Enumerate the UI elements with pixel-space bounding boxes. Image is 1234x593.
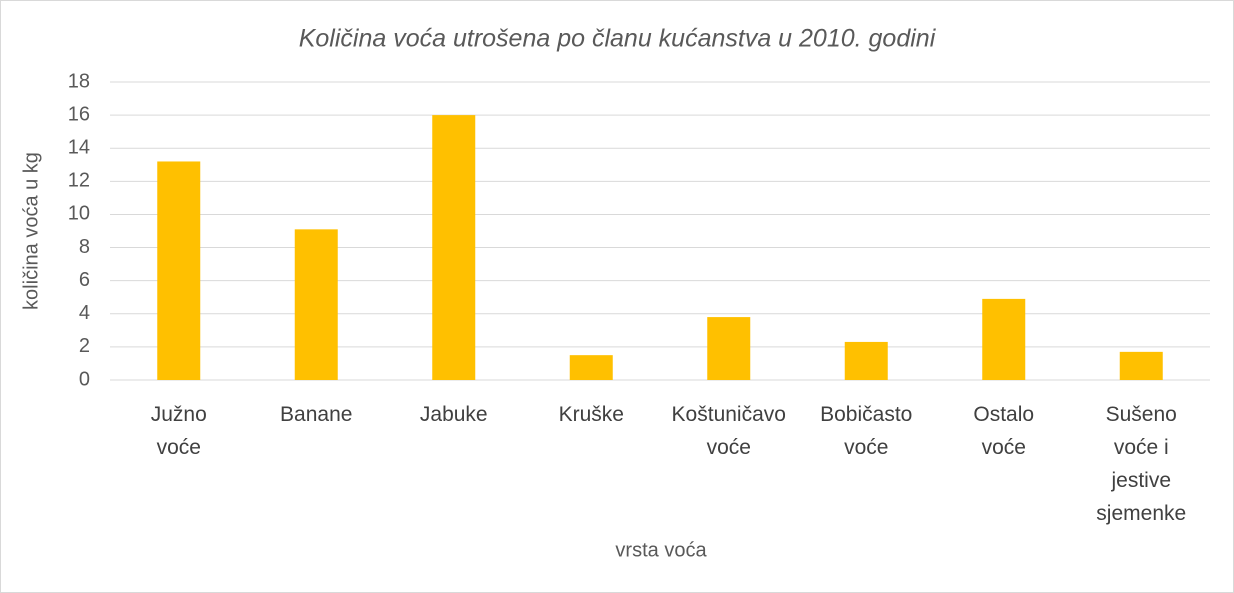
x-tick-label-box: Bobičasto voće <box>813 398 919 464</box>
x-tick-label-box: Kruške <box>538 398 644 431</box>
x-tick-label-box: Sušeno voće i jestive sjemenke <box>1088 398 1194 530</box>
y-tick-label: 4 <box>79 302 90 324</box>
bar <box>707 317 751 380</box>
x-tick-label-box: Ostalo voće <box>951 398 1057 464</box>
bar <box>569 355 613 380</box>
bar <box>157 161 201 380</box>
y-tick-label: 8 <box>79 236 90 258</box>
x-tick-label: Sušeno voće i jestive sjemenke <box>1096 403 1187 525</box>
x-tick-label: Bobičasto voće <box>820 403 913 459</box>
x-axis-title: vrsta voća <box>615 539 707 561</box>
bar <box>982 298 1026 380</box>
x-tick-label: Ostalo voće <box>973 403 1035 459</box>
y-tick-label: 16 <box>68 103 90 125</box>
y-tick-label: 2 <box>79 335 90 357</box>
y-tick-label: 6 <box>79 269 90 291</box>
y-tick-label: 18 <box>68 70 90 92</box>
bar <box>1119 351 1163 380</box>
x-tick-label: Banane <box>280 403 353 426</box>
y-tick-label: 10 <box>68 203 90 225</box>
x-tick-label: Jabuke <box>419 403 488 426</box>
x-tick-label: Južno voće <box>150 403 207 459</box>
x-tick-label-box: Jabuke <box>401 398 507 431</box>
y-tick-label: 12 <box>68 170 90 192</box>
bar <box>432 115 476 380</box>
x-tick-label-box: Južno voće <box>126 398 232 464</box>
y-axis-title: količina voća u kg <box>20 152 42 310</box>
chart-title: Količina voća utrošena po članu kućanstv… <box>299 25 937 53</box>
x-tick-label-box: Banane <box>263 398 369 431</box>
x-tick-label: Kruške <box>558 403 624 426</box>
bar <box>294 229 338 380</box>
bar <box>844 341 888 380</box>
y-tick-label: 14 <box>68 137 90 159</box>
x-tick-label-box: Koštuničavo voće <box>672 398 786 464</box>
x-tick-label: Koštuničavo voće <box>671 403 786 459</box>
y-tick-label: 0 <box>79 368 90 390</box>
